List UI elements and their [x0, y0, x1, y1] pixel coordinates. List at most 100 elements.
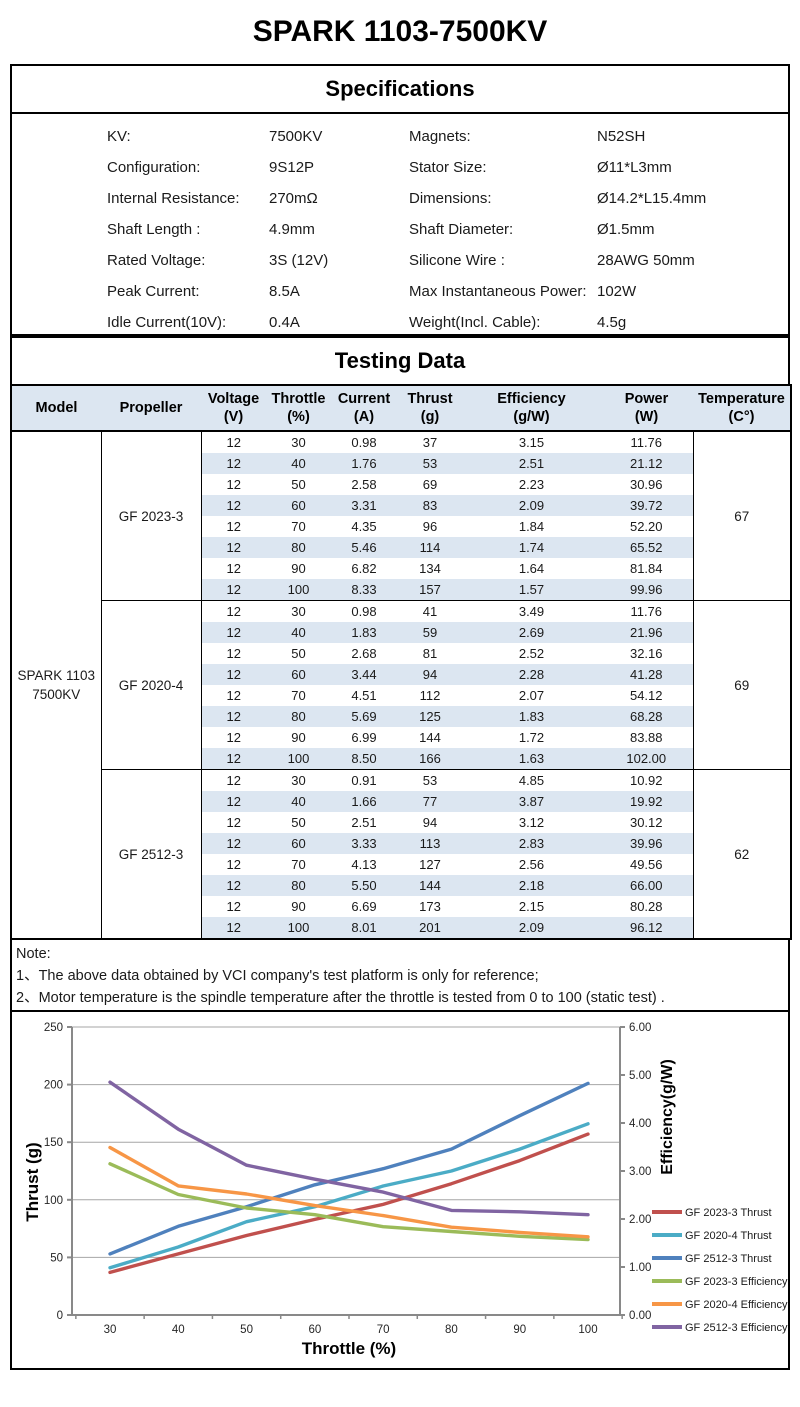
cell-efficiency: 4.85 — [463, 769, 600, 791]
cell-efficiency: 2.23 — [518, 477, 545, 492]
x-axis-tick-label: 40 — [172, 1324, 185, 1336]
cell-voltage: 12 — [201, 833, 266, 854]
cell-voltage: 12 — [226, 815, 241, 830]
cell-thrust: 166 — [397, 748, 463, 770]
cell-power: 19.92 — [600, 791, 693, 812]
cell-thrust: 96 — [422, 519, 438, 534]
testing-data-section: Testing Data — [10, 336, 790, 384]
spec-label: Dimensions: — [409, 190, 492, 207]
cell-voltage: 12 — [226, 857, 241, 872]
cell-thrust: 53 — [397, 769, 463, 791]
cell-efficiency: 2.28 — [463, 664, 600, 685]
table-row: 12 80 5.69 125 1.83 68.28 — [11, 706, 791, 727]
cell-power: 30.12 — [629, 815, 663, 830]
column-header: Power (W) — [600, 384, 693, 432]
table-row: 12 100 8.01 201 2.09 96.12 — [11, 917, 791, 939]
y-axis-right-tick-label: 6.00 — [629, 1022, 651, 1034]
cell-thrust: 41 — [397, 600, 463, 622]
cell-throttle: 90 — [291, 899, 306, 914]
spec-label: Stator Size: — [409, 159, 487, 176]
table-row: 12 50 2.51 94 3.12 30.12 — [11, 812, 791, 833]
cell-thrust: 53 — [397, 453, 463, 474]
x-axis-tick-label: 30 — [104, 1324, 117, 1336]
x-axis-title: Throttle (%) — [302, 1339, 396, 1358]
cell-power: 52.20 — [629, 519, 663, 534]
cell-current: 8.01 — [331, 917, 397, 939]
spec-row: Idle Current(10V): 0.4A Weight(Incl. Cable… — [107, 307, 788, 338]
spec-value: Ø14.2*L15.4mm — [597, 190, 707, 207]
cell-thrust: 81 — [422, 646, 438, 661]
spec-value: 4.5g — [597, 314, 627, 331]
cell-throttle: 50 — [291, 646, 306, 661]
y-axis-right-tick-label: 1.00 — [629, 1262, 651, 1274]
cell-current: 3.33 — [331, 833, 397, 854]
spec-row: Configuration: 9S12P Stator Size: Ø11*L3mm — [107, 152, 788, 183]
cell-throttle: 90 — [291, 730, 306, 745]
spec-label: KV: — [107, 128, 131, 145]
cell-thrust: 59 — [397, 622, 463, 643]
cell-model: SPARK 1103 7500KV — [11, 431, 102, 939]
y-axis-right-tick-label: 0.00 — [629, 1310, 651, 1322]
cell-efficiency: 1.57 — [463, 579, 600, 601]
cell-throttle: 30 — [291, 435, 306, 450]
spec-value: 8.5A — [269, 283, 300, 300]
legend-label: GF 2512-3 Thrust — [685, 1253, 772, 1265]
column-header-label: Efficiency — [497, 391, 566, 407]
cell-throttle: 30 — [266, 600, 331, 622]
cell-throttle: 90 — [291, 561, 306, 576]
spec-value: 102W — [597, 283, 637, 300]
note-line: 1、The above data obtained by VCI company… — [16, 968, 539, 984]
cell-power: 83.88 — [629, 730, 663, 745]
series-line — [108, 1081, 590, 1256]
column-header-label: Thrust — [407, 391, 453, 407]
cell-propeller: GF 2023-3 — [101, 431, 202, 601]
cell-power: 99.96 — [600, 579, 693, 601]
cell-power: 49.56 — [629, 857, 663, 872]
table-row: 12 80 5.50 144 2.18 66.00 — [11, 875, 791, 896]
cell-throttle: 30 — [266, 769, 331, 791]
testing-data-title: Testing Data — [334, 348, 466, 373]
cell-power: 21.12 — [600, 453, 693, 474]
cell-power: 39.96 — [600, 833, 693, 854]
spec-value: 9S12P — [269, 159, 315, 176]
cell-throttle: 70 — [291, 857, 306, 872]
cell-current: 0.98 — [351, 435, 377, 450]
cell-voltage: 12 — [226, 646, 241, 661]
table-row: 12 60 3.31 83 2.09 39.72 — [11, 495, 791, 516]
table-row: SPARK 1103 7500KV GF 2023-3 12 30 0.98 37 3.15 1… — [11, 431, 791, 939]
table-row: 12 90 6.99 144 1.72 83.88 — [11, 727, 791, 748]
cell-temperature: 69 — [692, 600, 791, 770]
table-row: GF 2020-4 12 30 0.98 41 3.49 11.76 69 — [11, 600, 791, 770]
cell-voltage: 12 — [226, 561, 241, 576]
spec-label: Weight(Incl. Cable): — [409, 314, 541, 331]
legend-item: GF 2512-3 Thrust — [652, 1253, 772, 1265]
legend-label: GF 2020-4 Efficiency — [685, 1299, 788, 1311]
spec-value: N52SH — [597, 128, 646, 145]
column-header: Voltage (V) — [201, 384, 266, 432]
cell-current: 1.83 — [331, 622, 397, 643]
cell-efficiency: 1.72 — [518, 730, 545, 745]
table-row: 12 50 2.68 81 2.52 32.16 — [11, 643, 791, 664]
cell-thrust: 69 — [422, 477, 438, 492]
cell-efficiency: 2.18 — [463, 875, 600, 896]
cell-throttle: 100 — [266, 748, 331, 770]
cell-power: 11.76 — [630, 435, 663, 450]
cell-throttle: 80 — [266, 537, 331, 558]
spec-row: Shaft Length : 4.9mm Shaft Diameter: Ø1.5mm — [107, 214, 788, 245]
column-header-label: Throttle — [271, 391, 326, 407]
cell-throttle: 70 — [291, 519, 306, 534]
cell-efficiency: 2.09 — [463, 495, 600, 516]
cell-voltage: 12 — [201, 537, 266, 558]
cell-power: 65.52 — [600, 537, 693, 558]
cell-voltage: 12 — [201, 769, 266, 791]
cell-efficiency: 1.83 — [463, 706, 600, 727]
legend-item: GF 2023-3 Thrust — [652, 1207, 772, 1219]
column-header: Throttle (%) — [266, 384, 331, 432]
x-axis-tick-label: 50 — [240, 1324, 253, 1336]
cell-efficiency: 2.56 — [518, 857, 545, 872]
cell-power: 10.92 — [600, 769, 693, 791]
cell-voltage: 12 — [226, 435, 241, 450]
spec-label: Silicone Wire : — [409, 252, 505, 269]
spec-label: Internal Resistance: — [107, 190, 240, 207]
cell-throttle: 40 — [266, 622, 331, 643]
